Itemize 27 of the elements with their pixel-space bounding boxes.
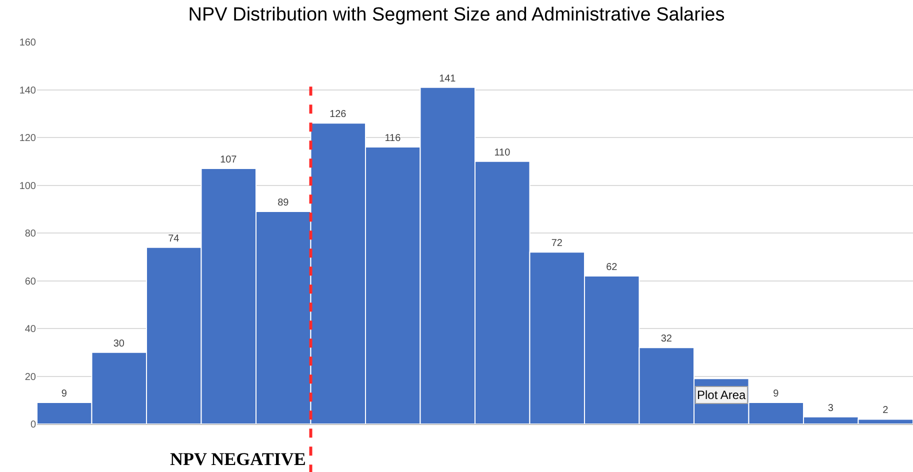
data-label: 2 — [882, 405, 889, 416]
y-tick-label: 60 — [24, 276, 36, 288]
y-tick-label: 120 — [19, 133, 36, 144]
data-label: 9 — [61, 388, 68, 400]
data-label: 9 — [773, 388, 780, 400]
data-label: 72 — [551, 238, 563, 250]
data-label: 3 — [828, 402, 834, 414]
data-label: 30 — [113, 338, 125, 350]
data-label: 116 — [384, 133, 402, 144]
annotation: Plot Area — [697, 388, 746, 402]
data-label: 107 — [220, 154, 238, 166]
data-label: 74 — [168, 233, 180, 244]
data-label: 32 — [660, 334, 672, 345]
y-tick-label: 100 — [19, 180, 36, 192]
y-tick-label: 160 — [19, 38, 36, 48]
y-tick-label: 140 — [19, 85, 36, 96]
data-label: 110 — [494, 147, 511, 158]
text: NPV NEGATIVE — [170, 449, 306, 469]
y-tick-label: 40 — [24, 324, 36, 335]
data-label: 89 — [278, 198, 290, 209]
y-tick-label: 0 — [30, 420, 36, 430]
chart-title: NPV Distribution with Segment Size and Administrative Salaries — [188, 4, 725, 26]
data-label: 126 — [330, 109, 347, 120]
y-tick-label: 20 — [24, 372, 36, 383]
data-label: 141 — [439, 73, 456, 84]
data-label: 62 — [606, 262, 618, 273]
y-tick-label: 80 — [24, 228, 36, 240]
